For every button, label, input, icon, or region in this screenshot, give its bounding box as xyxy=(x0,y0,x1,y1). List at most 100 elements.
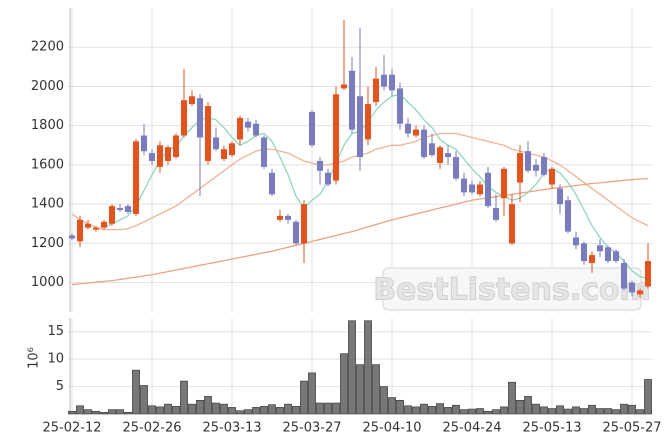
candle-body xyxy=(628,282,636,293)
y-tick-label: 5 xyxy=(56,379,64,394)
x-tick-label: 25-05-13 xyxy=(522,421,581,436)
y-tick-label: 1000 xyxy=(31,275,64,290)
volume-bar xyxy=(540,406,548,415)
volume-bar xyxy=(116,409,124,415)
candle-body xyxy=(428,143,436,156)
volume-bar xyxy=(636,409,644,415)
volume-bar xyxy=(260,406,268,415)
candle-body xyxy=(580,243,588,262)
volume-bar xyxy=(556,405,564,415)
candle-body xyxy=(140,135,148,152)
candle-body xyxy=(620,262,628,289)
x-tick-label: 25-03-13 xyxy=(202,421,261,436)
volume-bar xyxy=(132,369,140,415)
candle-body xyxy=(300,204,308,244)
candle-body xyxy=(156,145,164,167)
volume-bar xyxy=(580,408,588,415)
moving-average-line xyxy=(71,177,649,286)
candle-body xyxy=(516,153,524,183)
candle-body xyxy=(324,172,332,185)
x-tick-label: 25-04-10 xyxy=(362,421,421,436)
volume-bar xyxy=(156,406,164,415)
volume-bar xyxy=(140,385,148,415)
candle-body xyxy=(564,200,572,232)
volume-bar xyxy=(428,406,436,415)
volume-bar xyxy=(372,364,380,415)
candle-body xyxy=(276,215,284,220)
y-tick-label: 1200 xyxy=(31,236,64,251)
candle-body xyxy=(444,153,452,158)
candle-body xyxy=(436,147,444,163)
candle-body xyxy=(476,184,484,195)
candle-body xyxy=(92,227,100,230)
volume-bar xyxy=(124,412,132,415)
candle-body xyxy=(492,208,500,220)
candle-body xyxy=(220,149,228,160)
watermark: BestListens.com xyxy=(373,273,651,308)
y-tick-label: 10 xyxy=(47,352,64,367)
volume-bar xyxy=(100,412,108,415)
volume-bar xyxy=(204,396,212,415)
volume-bar xyxy=(148,405,156,415)
candle-body xyxy=(100,221,108,228)
y-tick-label: 1600 xyxy=(31,157,64,172)
volume-bar xyxy=(68,410,76,415)
candle-body xyxy=(548,168,556,185)
candle-body xyxy=(292,221,300,244)
volume-bar xyxy=(460,409,468,415)
volume-bar xyxy=(188,403,196,415)
candle-body xyxy=(316,160,324,171)
candle-body xyxy=(340,84,348,89)
candle-body xyxy=(572,237,580,246)
candle-body xyxy=(500,168,508,199)
volume-bar xyxy=(212,402,220,415)
volume-bar xyxy=(484,410,492,415)
watermark-box xyxy=(382,267,642,311)
volume-bar xyxy=(564,408,572,415)
candle-body xyxy=(268,172,276,195)
volume-bar xyxy=(396,399,404,415)
volume-bar xyxy=(332,402,340,415)
candle-body xyxy=(460,178,468,193)
candle-body xyxy=(372,78,380,103)
volume-bar xyxy=(436,403,444,415)
candle-body xyxy=(116,208,124,211)
x-tick-label: 25-03-27 xyxy=(282,421,341,436)
candle-body xyxy=(540,157,548,175)
candle-body xyxy=(604,247,612,262)
volume-bar xyxy=(516,399,524,415)
candle-body xyxy=(84,223,92,228)
volume-bar xyxy=(380,386,388,415)
candle-body xyxy=(164,147,172,161)
volume-bar xyxy=(444,407,452,415)
candle-body xyxy=(380,74,388,87)
volume-bar xyxy=(228,407,236,415)
volume-bar xyxy=(468,408,476,415)
volume-bar xyxy=(276,407,284,415)
volume-bar xyxy=(452,404,460,415)
y-axis-label: 10⁶ xyxy=(27,347,42,369)
candle-body xyxy=(388,74,396,91)
volume-bar xyxy=(292,406,300,415)
y-tick-label: 15 xyxy=(47,324,64,339)
volume-bar xyxy=(84,409,92,415)
x-tick-label: 25-02-12 xyxy=(42,421,101,436)
candle-body xyxy=(68,235,76,239)
candle-body xyxy=(188,96,196,105)
candle-body xyxy=(348,70,356,130)
volume-bar xyxy=(412,406,420,415)
volume-bar xyxy=(340,353,348,415)
candle-body xyxy=(132,141,140,214)
candle-body xyxy=(244,121,252,128)
volume-bar xyxy=(588,404,596,415)
candle-body xyxy=(172,135,180,158)
volume-bar xyxy=(164,403,172,415)
volume-bar xyxy=(348,320,356,415)
candle-body xyxy=(404,123,412,134)
volume-bar xyxy=(532,403,540,415)
volume-bar xyxy=(356,364,364,415)
volume-bar xyxy=(364,320,372,415)
x-tick-label: 25-02-26 xyxy=(122,421,181,436)
x-tick-label: 25-04-24 xyxy=(442,421,501,436)
volume-bar xyxy=(604,408,612,415)
